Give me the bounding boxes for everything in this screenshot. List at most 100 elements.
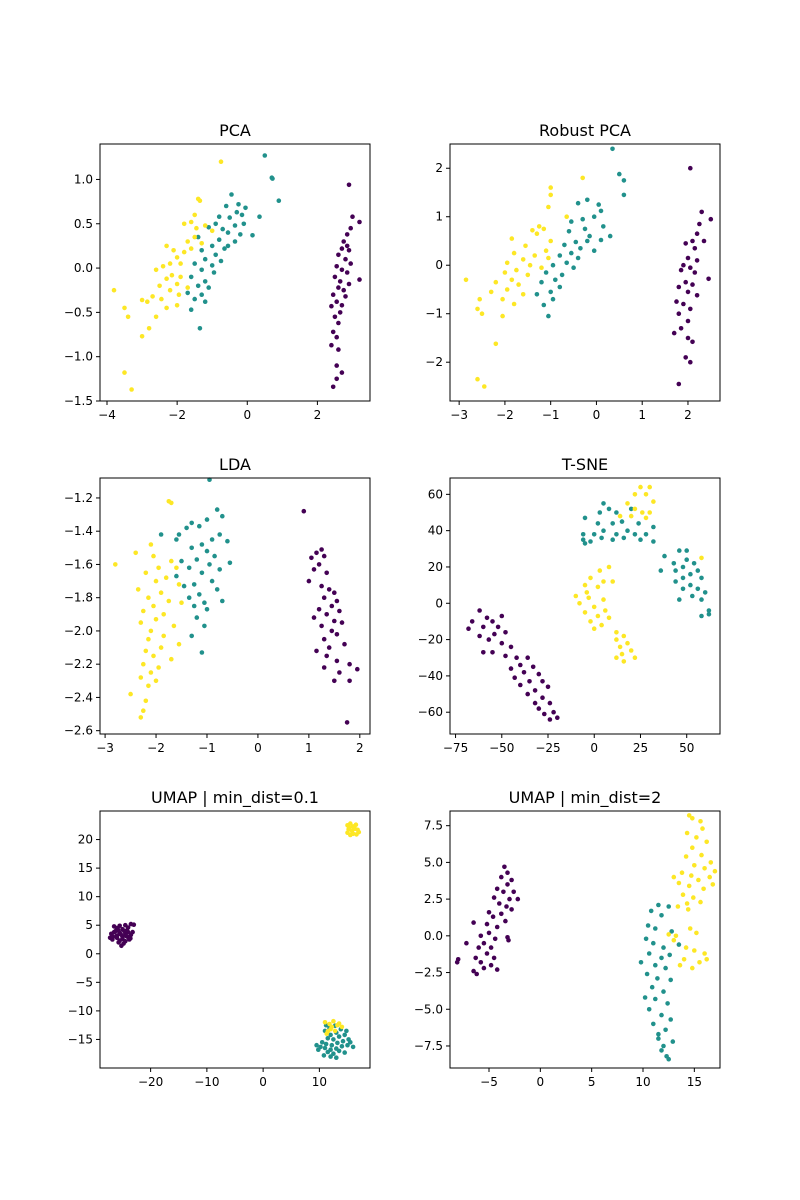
data-point-class-2 bbox=[509, 236, 515, 241]
data-point-class-2 bbox=[174, 303, 180, 308]
data-point-class-2 bbox=[690, 965, 695, 971]
data-point-class-2 bbox=[516, 282, 521, 287]
data-point-class-2 bbox=[148, 670, 154, 675]
data-point-class-1 bbox=[227, 215, 232, 220]
data-point-class-0 bbox=[678, 326, 684, 331]
data-point-class-0 bbox=[671, 330, 677, 336]
data-point-class-2 bbox=[588, 575, 593, 581]
data-point-class-2 bbox=[141, 708, 146, 713]
data-point-class-0 bbox=[324, 570, 330, 576]
x-tick-label: −2 bbox=[147, 741, 165, 755]
data-point-class-1 bbox=[557, 253, 563, 258]
data-point-class-0 bbox=[334, 264, 340, 269]
data-point-class-1 bbox=[209, 263, 215, 268]
data-point-class-1 bbox=[610, 521, 615, 526]
x-tick-label: −1 bbox=[198, 741, 216, 755]
data-point-class-2 bbox=[167, 287, 173, 293]
panel-title: UMAP | min_dist=0.1 bbox=[151, 788, 319, 808]
data-point-class-0 bbox=[490, 619, 495, 624]
data-point-class-1 bbox=[580, 216, 585, 222]
data-point-class-1 bbox=[204, 548, 210, 554]
data-point-class-1 bbox=[207, 562, 212, 567]
data-point-class-0 bbox=[681, 301, 686, 307]
data-point-class-0 bbox=[336, 285, 341, 290]
data-point-class-1 bbox=[606, 506, 612, 512]
data-point-class-1 bbox=[699, 597, 704, 602]
data-point-class-0 bbox=[115, 927, 121, 933]
data-point-class-1 bbox=[197, 523, 202, 529]
x-tick-label: 5 bbox=[588, 1075, 596, 1089]
data-point-class-2 bbox=[539, 265, 544, 271]
data-point-class-0 bbox=[339, 303, 345, 308]
data-point-class-2 bbox=[534, 231, 540, 236]
data-point-class-1 bbox=[553, 277, 558, 283]
data-point-class-0 bbox=[321, 665, 327, 670]
data-point-class-2 bbox=[493, 341, 499, 347]
data-point-class-0 bbox=[348, 225, 354, 231]
y-tick-label: 60 bbox=[428, 487, 443, 501]
data-point-class-1 bbox=[207, 477, 212, 483]
data-point-class-2 bbox=[546, 204, 551, 210]
data-point-class-0 bbox=[681, 262, 686, 268]
data-point-class-1 bbox=[643, 936, 649, 942]
y-tick-label: 40 bbox=[428, 524, 443, 538]
data-point-class-1 bbox=[610, 537, 615, 542]
data-point-class-0 bbox=[314, 550, 319, 556]
data-point-class-1 bbox=[202, 299, 208, 305]
data-point-class-1 bbox=[582, 226, 588, 232]
x-tick-label: −2 bbox=[168, 408, 186, 422]
data-point-class-0 bbox=[341, 287, 347, 293]
data-point-class-0 bbox=[685, 289, 691, 295]
data-point-class-1 bbox=[209, 537, 215, 542]
data-point-class-1 bbox=[234, 209, 240, 215]
data-point-class-1 bbox=[202, 279, 208, 284]
data-point-class-0 bbox=[336, 347, 341, 352]
data-point-class-0 bbox=[118, 932, 124, 937]
data-point-class-0 bbox=[504, 904, 509, 909]
data-point-class-0 bbox=[486, 637, 492, 642]
data-point-class-2 bbox=[176, 582, 182, 587]
data-point-class-1 bbox=[229, 192, 234, 197]
data-point-class-2 bbox=[621, 659, 627, 664]
data-point-class-0 bbox=[473, 955, 479, 961]
x-tick-label: 15 bbox=[687, 1075, 702, 1089]
data-point-class-2 bbox=[651, 499, 656, 504]
data-point-class-0 bbox=[486, 910, 492, 915]
data-point-class-2 bbox=[673, 933, 679, 939]
data-point-class-1 bbox=[220, 513, 225, 519]
data-point-class-0 bbox=[484, 921, 490, 927]
data-point-class-1 bbox=[651, 1021, 656, 1027]
data-point-class-2 bbox=[199, 241, 204, 246]
data-point-class-1 bbox=[680, 575, 686, 581]
data-point-class-1 bbox=[575, 255, 581, 261]
data-point-class-0 bbox=[319, 547, 324, 552]
data-point-class-2 bbox=[698, 899, 703, 905]
data-point-class-1 bbox=[588, 539, 593, 544]
data-point-class-2 bbox=[614, 630, 619, 635]
data-point-class-2 bbox=[708, 860, 714, 865]
data-point-class-1 bbox=[699, 575, 704, 581]
data-point-class-0 bbox=[683, 355, 688, 360]
data-points bbox=[454, 813, 718, 1062]
data-point-class-1 bbox=[209, 578, 215, 584]
data-point-class-1 bbox=[668, 1017, 673, 1022]
panel-title: LDA bbox=[219, 455, 251, 474]
data-point-class-0 bbox=[678, 267, 684, 273]
x-tick-label: −50 bbox=[489, 741, 514, 755]
data-point-class-1 bbox=[199, 650, 205, 655]
data-point-class-2 bbox=[192, 212, 197, 218]
data-point-class-0 bbox=[505, 882, 510, 887]
data-point-class-2 bbox=[614, 637, 619, 642]
data-point-class-1 bbox=[662, 553, 667, 559]
data-point-class-1 bbox=[559, 272, 565, 278]
data-point-class-2 bbox=[712, 868, 718, 874]
data-point-class-0 bbox=[334, 598, 340, 604]
scatter-panel-3: LDA −3 −2 −1 0 1 2 −2.6 −2.4 −2.2 −2.0 −1.8 −1.6 −1.4… bbox=[64, 455, 371, 755]
data-point-class-1 bbox=[621, 192, 627, 198]
data-point-class-1 bbox=[211, 270, 217, 275]
data-point-class-1 bbox=[541, 302, 547, 308]
x-tick-label: 2 bbox=[356, 741, 364, 755]
data-point-class-2 bbox=[146, 326, 152, 331]
data-point-class-2 bbox=[148, 542, 154, 547]
data-point-class-2 bbox=[146, 595, 151, 600]
